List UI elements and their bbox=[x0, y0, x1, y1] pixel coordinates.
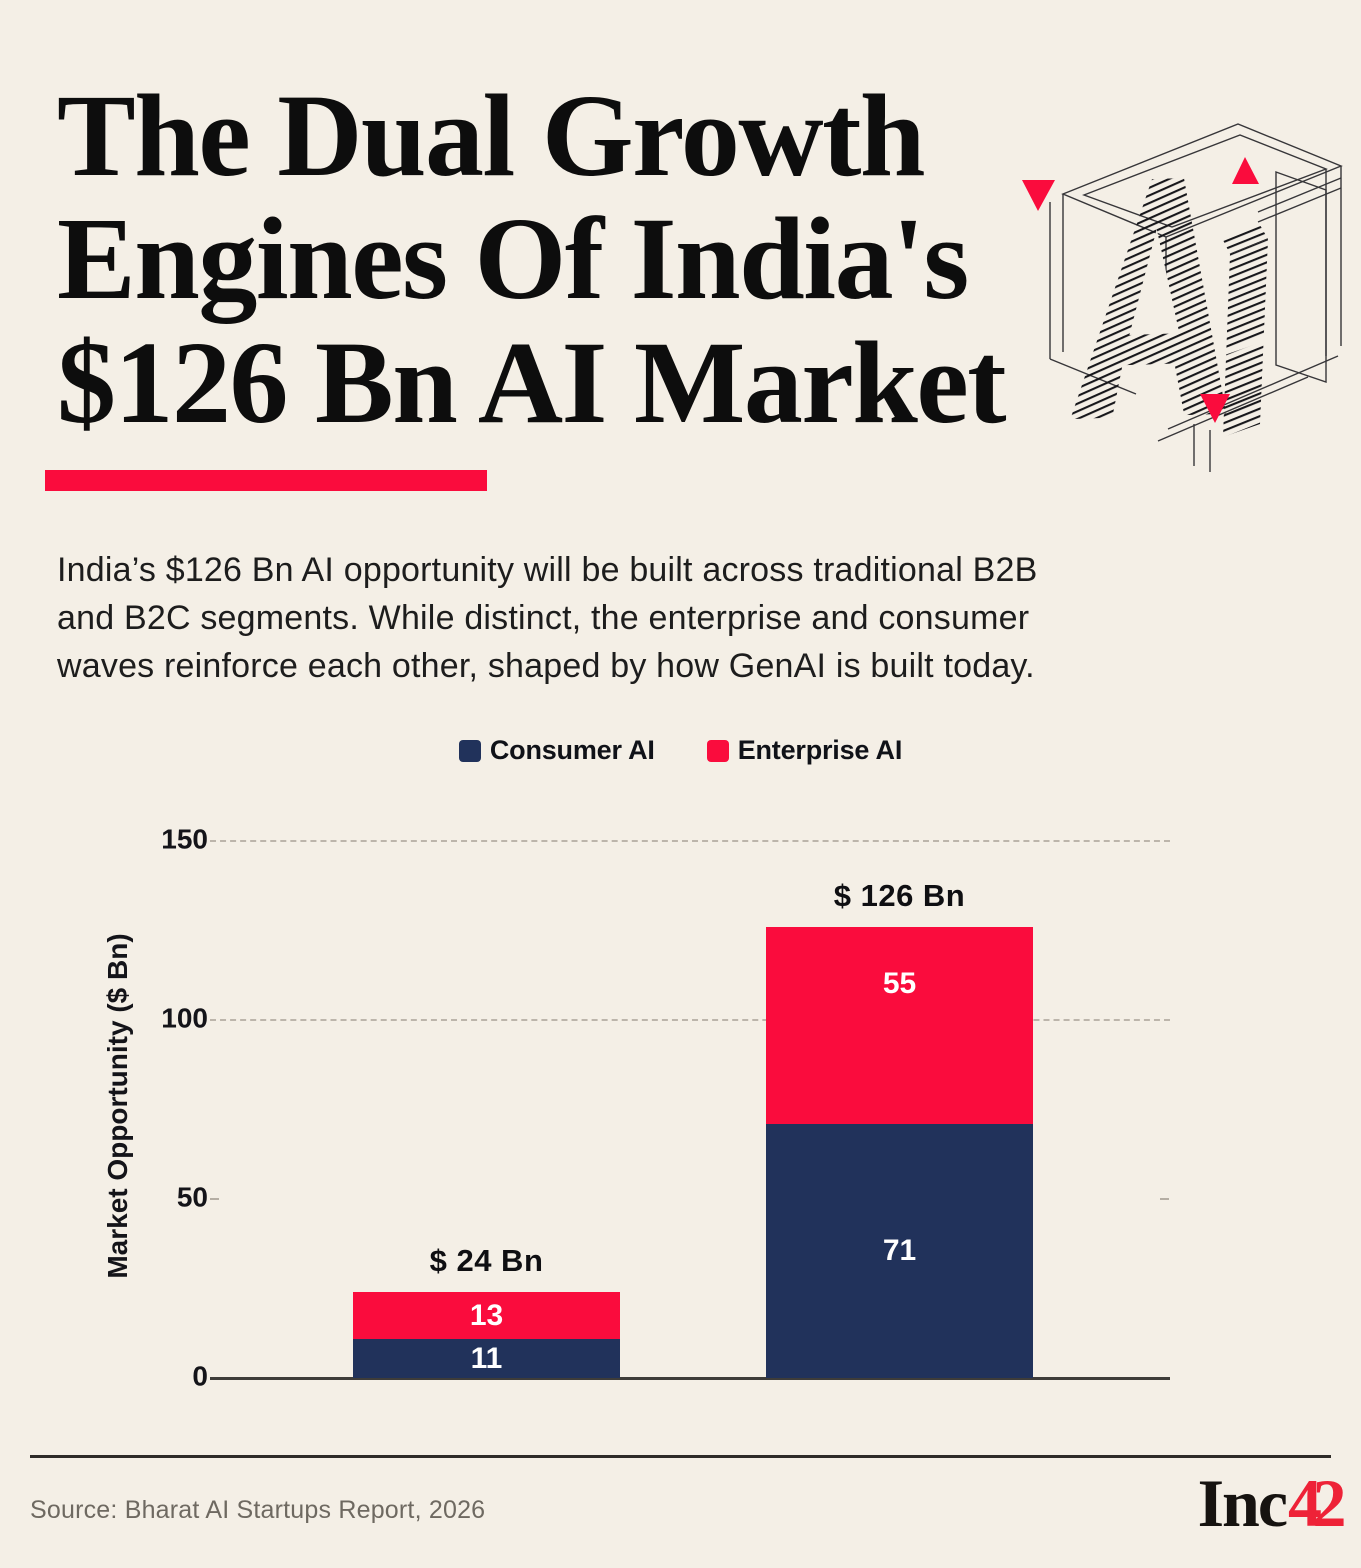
segment-value: 55 bbox=[882, 967, 917, 1000]
title-line-2: Engines Of India's bbox=[57, 193, 969, 325]
legend-item-enterprise-ai: Enterprise AI bbox=[706, 735, 903, 766]
bar-126bn-enterprise-segment: 55 bbox=[766, 927, 1033, 1124]
bar-126bn-consumer-segment: 71 bbox=[766, 1124, 1033, 1378]
y-tick-0: 0 bbox=[192, 1360, 208, 1392]
x-axis-line bbox=[210, 1377, 1170, 1380]
title-underline bbox=[45, 470, 487, 491]
segment-value: 71 bbox=[882, 1234, 917, 1267]
bar-126bn: $ 126 Bn 55 71 bbox=[766, 878, 1033, 1378]
gridline-150 bbox=[210, 840, 1170, 842]
hatched-letter-a bbox=[1070, 178, 1227, 420]
gridline-50-right-mark bbox=[1160, 1198, 1169, 1200]
chart-legend: Consumer AI Enterprise AI bbox=[0, 735, 1361, 766]
title-line-3: $126 Bn AI Market bbox=[57, 316, 1007, 448]
ai-wireframe-graphic bbox=[1022, 123, 1343, 472]
intro-paragraph: India’s $126 Bn AI opportunity will be b… bbox=[57, 546, 1317, 690]
segment-value: 11 bbox=[470, 1341, 503, 1375]
enterprise-ai-swatch bbox=[706, 739, 729, 762]
gridline-50-left-mark bbox=[210, 1198, 219, 1200]
page-title: The Dual Growth Engines Of India's $126 … bbox=[57, 70, 1007, 448]
y-axis-title: Market Opportunity ($ Bn) bbox=[102, 933, 133, 1279]
y-tick-50: 50 bbox=[176, 1181, 208, 1213]
hatched-letter-i bbox=[1220, 225, 1271, 437]
segment-value: 13 bbox=[469, 1298, 504, 1332]
legend-label-enterprise-ai: Enterprise AI bbox=[737, 735, 903, 765]
y-tick-150: 150 bbox=[161, 823, 208, 855]
red-triangle-accents bbox=[1022, 157, 1259, 423]
inc42-logo-inc: Inc bbox=[1197, 1465, 1288, 1541]
gridline-100 bbox=[210, 1019, 1170, 1021]
stacked-bar-chart: Market Opportunity ($ Bn) 150 100 50 0 $… bbox=[0, 820, 1361, 1420]
intro-line-3: waves reinforce each other, shaped by ho… bbox=[57, 647, 1035, 685]
source-note: Source: Bharat AI Startups Report, 2026 bbox=[30, 1496, 486, 1524]
title-line-1: The Dual Growth bbox=[57, 70, 926, 201]
bar-126bn-total-label: $ 126 Bn bbox=[833, 878, 966, 913]
bar-24bn-total-label: $ 24 Bn bbox=[429, 1243, 544, 1278]
intro-line-2: and B2C segments. While distinct, the en… bbox=[57, 599, 1030, 637]
bar-24bn: $ 24 Bn 13 11 bbox=[353, 1243, 620, 1378]
inc42-logo-42: 42 bbox=[1288, 1465, 1346, 1541]
bar-24bn-enterprise-segment: 13 bbox=[353, 1292, 620, 1339]
legend-item-consumer-ai: Consumer AI bbox=[458, 735, 655, 766]
consumer-ai-swatch bbox=[458, 739, 481, 762]
y-tick-100: 100 bbox=[161, 1002, 208, 1034]
bar-24bn-consumer-segment: 11 bbox=[353, 1339, 620, 1378]
footer-divider bbox=[30, 1455, 1331, 1458]
inc42-logo: Inc 42 bbox=[1197, 1464, 1347, 1543]
intro-line-1: India’s $126 Bn AI opportunity will be b… bbox=[57, 551, 1038, 589]
legend-label-consumer-ai: Consumer AI bbox=[489, 735, 655, 765]
